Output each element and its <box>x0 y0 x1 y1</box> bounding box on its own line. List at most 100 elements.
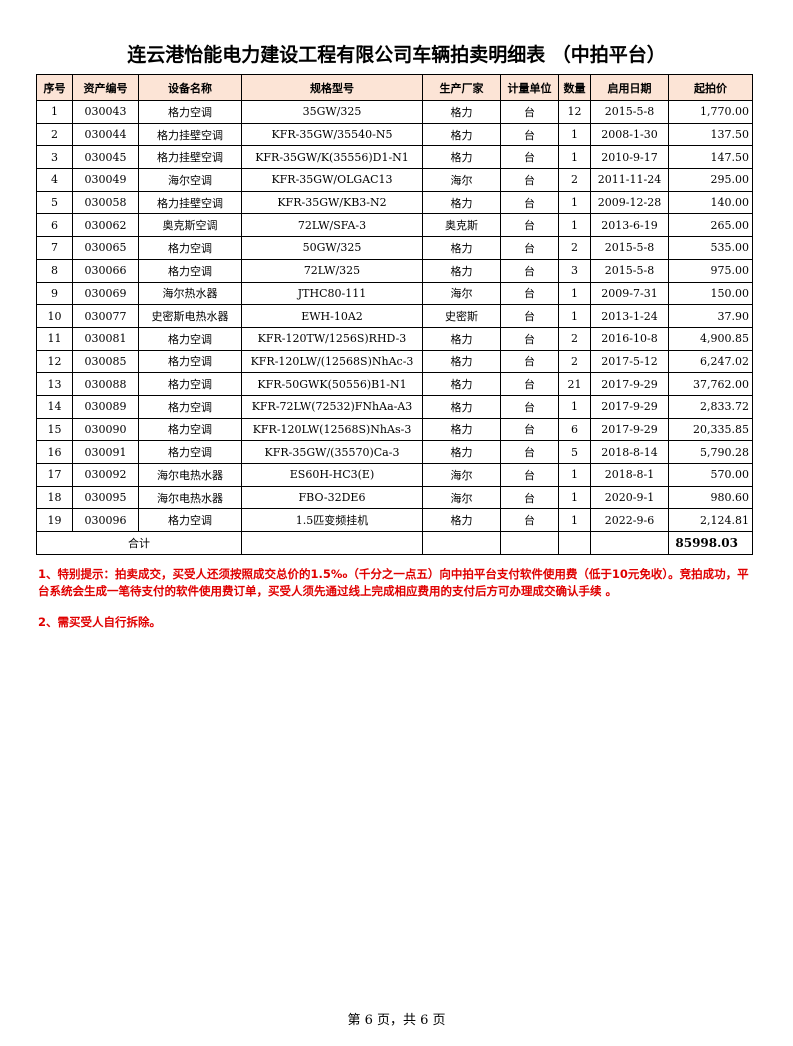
table-cell: 格力 <box>422 236 501 260</box>
table-cell: 2017-9-29 <box>590 372 669 396</box>
table-cell: 37.90 <box>668 304 753 328</box>
table-cell: KFR-35GW/K(35556)D1-N1 <box>241 145 423 170</box>
table-row: 12 030085 格力空调 KFR-120LW/(12568S)NhAc-3 格力台 2… <box>36 349 753 374</box>
notes: 1、特别提示：拍卖成交，买受人还须按照成交总价的1.5‰（千分之一点五）向中拍平… <box>38 566 754 645</box>
table-cell: 030065 <box>72 236 139 260</box>
table-cell: 台 <box>500 326 559 351</box>
column-header: 资产编号 <box>72 74 139 101</box>
table-cell: 030092 <box>72 463 139 487</box>
table-cell: 1 <box>36 100 73 124</box>
table-cell: 5,790.28 <box>668 440 753 464</box>
table-cell: 2013-6-19 <box>590 213 669 238</box>
table-cell: 030049 <box>72 168 139 192</box>
table-cell: 2017-5-12 <box>590 349 669 374</box>
page-title: 连云港怡能电力建设工程有限公司车辆拍卖明细表 （中拍平台） <box>127 44 666 66</box>
table-cell: 030069 <box>72 281 139 306</box>
table-cell: 台 <box>500 349 559 374</box>
table-cell: 1 <box>558 508 591 533</box>
table-cell: 格力空调 <box>138 417 242 442</box>
table-cell: 19 <box>36 508 73 533</box>
table-cell: 030058 <box>72 190 139 215</box>
table-cell: 2017-9-29 <box>590 417 669 442</box>
column-header: 起拍价 <box>668 74 753 101</box>
table-cell: 980.60 <box>668 485 753 510</box>
table-cell: 030043 <box>72 100 139 124</box>
table-cell: 奥克斯空调 <box>138 213 242 238</box>
table-cell: 格力 <box>422 190 501 215</box>
column-header: 规格型号 <box>241 74 423 101</box>
table-row: 7 030065 格力空调 50GW/325 格力台 2 2015-5-8 535.00 <box>36 236 753 260</box>
table-cell: 台 <box>500 485 559 510</box>
table-cell: 格力 <box>422 326 501 351</box>
table-cell: 2018-8-14 <box>590 440 669 464</box>
table-cell: 030077 <box>72 304 139 328</box>
table-row: 10 030077 史密斯电热水器 EWH-10A2 史密斯台 1 2013-1-24 37.… <box>36 304 753 328</box>
table-cell: 格力 <box>422 440 501 464</box>
table-cell: 台 <box>500 394 559 419</box>
table-cell: 265.00 <box>668 213 753 238</box>
table-cell: 2013-1-24 <box>590 304 669 328</box>
table-cell: 2022-9-6 <box>590 508 669 533</box>
table-cell: KFR-35GW/OLGAC13 <box>241 168 423 192</box>
table-row: 13 030088 格力空调 KFR-50GWK(50556)B1-N1 格力台 21 20… <box>36 372 753 396</box>
table-cell: 17 <box>36 463 73 487</box>
table-cell: 030096 <box>72 508 139 533</box>
table-cell: 海尔电热水器 <box>138 485 242 510</box>
column-header: 设备名称 <box>138 74 242 101</box>
table-row: 3 030045 格力挂壁空调 KFR-35GW/K(35556)D1-N1 格力台 1 2… <box>36 145 753 170</box>
table-row: 14 030089 格力空调 KFR-72LW(72532)FNhAa-A3 格力台 1 2… <box>36 394 753 419</box>
table-cell: 台 <box>500 236 559 260</box>
table-cell: 030066 <box>72 258 139 283</box>
table-cell: 72LW/325 <box>241 258 423 283</box>
table-cell: 台 <box>500 372 559 396</box>
table-row: 19 030096 格力空调 1.5匹变频挂机 格力台 1 2022-9-6 2,124.81 <box>36 508 753 533</box>
table-cell: 3 <box>36 145 73 170</box>
table-cell: 格力挂壁空调 <box>138 122 242 147</box>
table-cell: 1 <box>558 304 591 328</box>
table-cell: 格力空调 <box>138 394 242 419</box>
table-cell: 5 <box>558 440 591 464</box>
table-cell: 2015-5-8 <box>590 100 669 124</box>
table-cell: 奥克斯 <box>422 213 501 238</box>
table-cell: 1 <box>558 145 591 170</box>
table-cell: 台 <box>500 281 559 306</box>
table-cell: 72LW/SFA-3 <box>241 213 423 238</box>
table-cell: 030089 <box>72 394 139 419</box>
table-cell: 140.00 <box>668 190 753 215</box>
table-cell: 格力挂壁空调 <box>138 145 242 170</box>
table-cell: 格力 <box>422 349 501 374</box>
table-cell: 格力空调 <box>138 326 242 351</box>
table-cell: 2011-11-24 <box>590 168 669 192</box>
table-cell: 1 <box>558 213 591 238</box>
table-cell: 11 <box>36 326 73 351</box>
table-cell: 030091 <box>72 440 139 464</box>
table-cell: 格力 <box>422 100 501 124</box>
table-cell: 5 <box>36 190 73 215</box>
table-cell: 台 <box>500 417 559 442</box>
table-cell: 1 <box>558 281 591 306</box>
table-cell: 台 <box>500 258 559 283</box>
table-cell: 台 <box>500 508 559 533</box>
table-header-row: 序号 资产编号 设备名称 规格型号 生产厂家 计量单位 数量 启用日期 起拍价 <box>36 74 753 101</box>
asset-table: 序号 资产编号 设备名称 规格型号 生产厂家 计量单位 数量 启用日期 起拍价 1 030043 格… <box>36 74 753 555</box>
table-cell: 2008-1-30 <box>590 122 669 147</box>
table-cell: 975.00 <box>668 258 753 283</box>
table-cell: 史密斯 <box>422 304 501 328</box>
table-cell: 10 <box>36 304 73 328</box>
table-cell: 295.00 <box>668 168 753 192</box>
table-cell: 格力 <box>422 508 501 533</box>
table-cell: KFR-120LW/(12568S)NhAc-3 <box>241 349 423 374</box>
table-cell: KFR-35GW/(35570)Ca-3 <box>241 440 423 464</box>
table-cell: KFR-50GWK(50556)B1-N1 <box>241 372 423 396</box>
table-cell: 1 <box>558 463 591 487</box>
table-row: 1 030043 格力空调 35GW/325 格力台 12 2015-5-8 1,770.00 <box>36 100 753 124</box>
table-cell: 2 <box>558 326 591 351</box>
table-cell: 030044 <box>72 122 139 147</box>
table-cell: 20,335.85 <box>668 417 753 442</box>
table-cell: 2015-5-8 <box>590 258 669 283</box>
table-cell: 海尔电热水器 <box>138 463 242 487</box>
column-header: 数量 <box>558 74 591 101</box>
table-cell: 4,900.85 <box>668 326 753 351</box>
table-row: 4 030049 海尔空调 KFR-35GW/OLGAC13 海尔台 2 2011-11-2… <box>36 168 753 192</box>
table-cell: 海尔 <box>422 485 501 510</box>
